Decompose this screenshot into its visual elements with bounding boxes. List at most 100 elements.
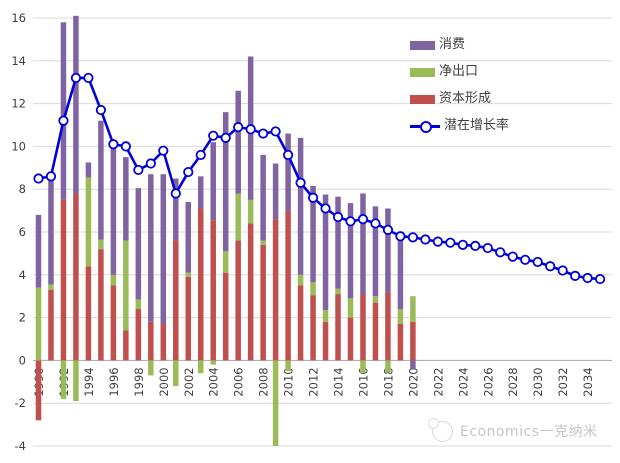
- legend-label-potential-growth: 潜在增长率: [444, 118, 510, 133]
- bar-segment-1999: [148, 174, 154, 322]
- line-marker: [582, 272, 593, 284]
- x-axis-tick-label: 2020: [406, 367, 420, 396]
- bar-segment-1993: [73, 193, 79, 361]
- bar-segment-2001: [173, 360, 179, 387]
- bar-segment-1992: [60, 199, 67, 361]
- bar-segment-1999: [148, 360, 154, 376]
- line-marker: [83, 72, 94, 84]
- bar-segment-2006: [235, 240, 241, 361]
- bar-segment-2012: [310, 282, 316, 296]
- y-axis-tick-label: 6: [19, 225, 26, 239]
- line-marker: [233, 122, 244, 133]
- bar-segment-1996: [110, 285, 117, 361]
- x-axis-tick-label: 2032: [556, 367, 570, 396]
- x-axis-tick-label: 2034: [581, 367, 595, 396]
- bar-segment-2009: [272, 219, 279, 361]
- y-axis-tick-label: 12: [11, 97, 26, 111]
- bar-segment-1997: [123, 240, 129, 331]
- bar-segment-1998: [135, 299, 142, 310]
- bar-segment-1998: [135, 188, 142, 300]
- consumption-swatch-icon: [410, 40, 435, 50]
- x-axis-tick-label: 2012: [307, 367, 321, 396]
- bar-segment-2010: [285, 210, 291, 361]
- legend-label-net-exports: 净出口: [439, 64, 479, 79]
- x-axis-tick-label: 2014: [332, 367, 346, 396]
- line-marker: [195, 149, 206, 161]
- bar-segment-2019: [397, 324, 404, 361]
- bar-segment-1991: [48, 289, 54, 361]
- y-axis-tick-label: 4: [19, 268, 26, 282]
- bar-segment-1996: [110, 148, 117, 275]
- bar-segment-2014: [335, 288, 341, 295]
- capital-formation-swatch-icon: [410, 94, 435, 104]
- bar-segment-2012: [310, 185, 316, 283]
- bar-segment-2002: [185, 276, 192, 361]
- bar-segment-2006: [235, 90, 241, 194]
- line-marker: [270, 126, 281, 137]
- line-marker: [382, 224, 394, 235]
- bar-segment-2011: [297, 137, 304, 275]
- line-marker: [570, 270, 581, 281]
- bar-segment-2016: [360, 360, 366, 374]
- legend-item-consumption: 消费: [410, 36, 509, 54]
- x-axis-tick-label: 1996: [107, 367, 121, 396]
- bar-segment-2005: [222, 272, 229, 361]
- x-axis-tick-label: 2006: [232, 367, 246, 396]
- bar-segment-1994: [85, 177, 92, 267]
- line-marker: [208, 130, 219, 141]
- line-marker: [145, 158, 156, 169]
- line-marker: [45, 171, 57, 182]
- line-marker: [133, 164, 144, 176]
- bar-segment-2020: [410, 360, 416, 369]
- bar-segment-2018: [385, 208, 391, 292]
- line-marker: [457, 239, 468, 250]
- y-axis-tick-label: 0: [19, 353, 26, 367]
- net-exports-swatch-icon: [410, 67, 435, 77]
- bar-segment-1997: [123, 330, 129, 361]
- line-marker: [432, 236, 443, 247]
- bar-segment-2010: [285, 360, 291, 372]
- line-marker: [594, 273, 606, 285]
- bar-segment-2015: [347, 298, 354, 318]
- bar-segment-2018: [385, 360, 391, 373]
- bar-segment-2004: [210, 220, 216, 361]
- y-axis-tick-label: 14: [11, 54, 26, 68]
- legend-item-potential-growth: 潜在增长率: [410, 117, 509, 135]
- bar-segment-2018: [385, 291, 391, 361]
- x-axis-tick-label: 2024: [456, 367, 470, 396]
- line-marker: [282, 149, 294, 161]
- line-marker: [370, 218, 381, 229]
- bar-segment-1995: [98, 249, 104, 361]
- x-axis-tick-label: 2026: [481, 367, 495, 396]
- x-axis-tick-label: 2008: [257, 367, 271, 396]
- bar-segment-2011: [297, 274, 304, 286]
- line-marker: [345, 216, 356, 227]
- line-marker: [332, 211, 344, 223]
- line-marker: [470, 240, 481, 252]
- bar-segment-2003: [197, 208, 204, 361]
- line-marker: [183, 166, 194, 178]
- bar-segment-2016: [360, 294, 366, 361]
- potential-growth-line: [38, 76, 601, 281]
- bar-segment-2003: [197, 176, 204, 209]
- bar-segment-1996: [110, 274, 117, 286]
- bar-segment-1999: [148, 321, 154, 361]
- bar-segment-2013: [322, 321, 329, 361]
- bar-segment-1998: [135, 309, 142, 361]
- line-marker: [307, 192, 319, 203]
- y-axis-tick-label: 8: [19, 182, 26, 196]
- x-axis-tick-label: 2016: [356, 367, 370, 396]
- x-axis-tick-label: 2002: [182, 367, 196, 396]
- line-marker: [407, 232, 418, 243]
- bar-segment-1991: [48, 172, 54, 285]
- bar-segment-2008: [260, 240, 266, 245]
- y-axis-tick-label: -4: [15, 439, 26, 453]
- line-marker: [482, 242, 493, 254]
- bar-segment-2010: [285, 133, 291, 211]
- bar-segment-1991: [48, 284, 54, 290]
- bar-segment-1990: [35, 360, 42, 421]
- bar-segment-1990: [35, 214, 42, 288]
- bar-segment-1990: [35, 287, 42, 361]
- legend-label-consumption: 消费: [439, 37, 466, 52]
